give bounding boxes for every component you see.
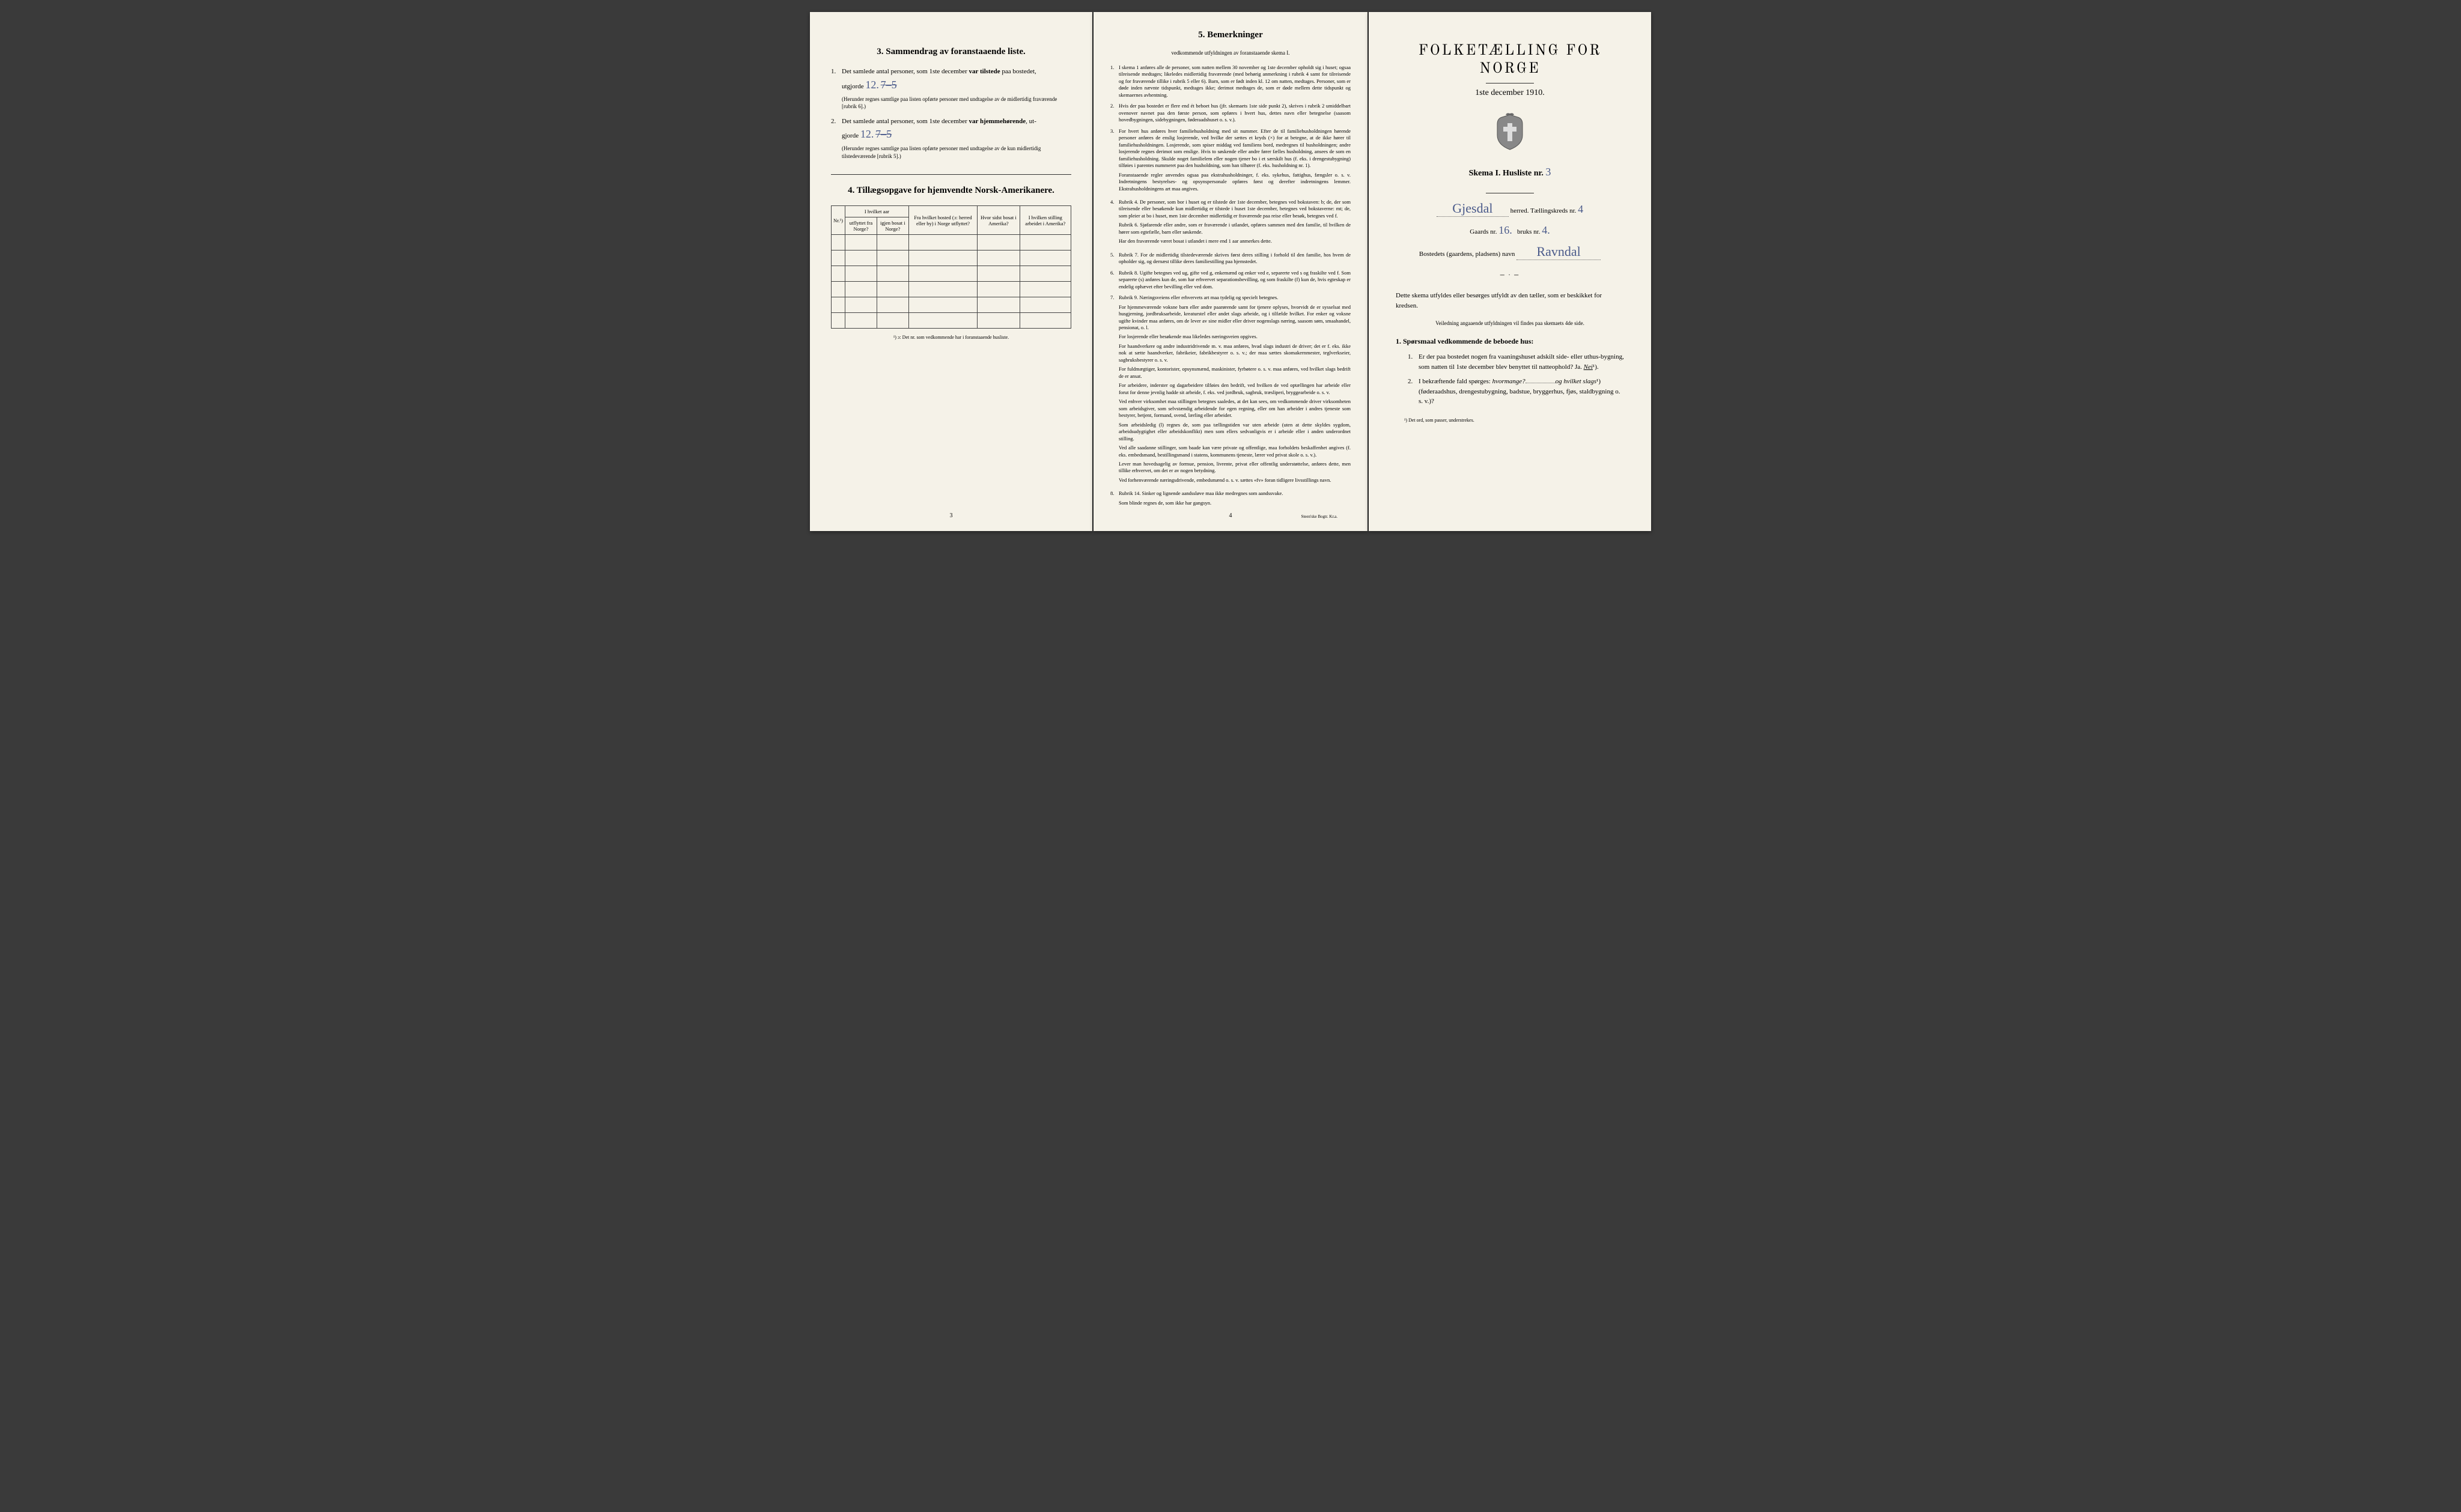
gaards-line: Gaards nr. 16. bruks nr. 4. [1390,224,1630,237]
summary-item-2: 2. Det samlede antal personer, som 1ste … [831,117,1071,160]
answer-nei: Nei [1584,363,1593,371]
col-utflyttet: utflyttet fra Norge? [845,217,877,235]
husliste-nr: 3 [1545,166,1551,178]
table-row [832,297,1071,313]
instruction-sub: Veiledning angaaende utfyldningen vil fi… [1390,320,1630,326]
section-5-heading: 5. Bemerkninger [1110,30,1351,40]
remark-item: 7.Rubrik 9. Næringsveiens eller erhverve… [1110,294,1351,486]
page-number: 3 [810,512,1092,519]
handwritten-struck-1: 7–5 [881,77,897,93]
census-date: 1ste december 1910. [1390,88,1630,98]
instruction-text: Dette skema utfyldes eller besørges utfy… [1396,291,1624,311]
table-row [832,235,1071,250]
remark-item: 2.Hvis der paa bostedet er flere end ét … [1110,103,1351,123]
bruks-nr: 4. [1542,224,1550,237]
remark-item: 6.Rubrik 8. Ugifte betegnes ved ug, gift… [1110,270,1351,290]
remarks-list: 1.I skema 1 anføres alle de personer, so… [1110,64,1351,509]
col-bosted: Fra hvilket bosted (ɔ: herred eller by) … [908,206,977,235]
remark-item: 3.For hvert hus anføres hver familiehush… [1110,128,1351,195]
handwritten-value-2: 12. [860,126,874,142]
supplement-table: Nr.¹) I hvilket aar Fra hvilket bosted (… [831,205,1071,329]
coat-of-arms-icon [1390,112,1630,154]
ornament: ─ · ─ [1390,272,1630,279]
main-title: FOLKETÆLLING FOR NORGE [1390,42,1630,78]
table-row [832,250,1071,266]
footnote-3: ¹) Det ord, som passer, understrekes. [1404,417,1624,423]
kreds-nr: 4 [1578,203,1583,216]
section-4-heading: 4. Tillægsopgave for hjemvendte Norsk-Am… [831,186,1071,196]
printer-imprint: Steen'ske Bogtr. Kr.a. [1301,514,1337,519]
col-stilling: I hvilken stilling arbeidet i Amerika? [1020,206,1071,235]
census-document: 3. Sammendrag av foranstaaende liste. 1.… [810,12,1651,531]
page-title: FOLKETÆLLING FOR NORGE 1ste december 191… [1369,12,1651,531]
bosted-value: Ravndal [1536,244,1580,259]
herred-value: Gjesdal [1452,201,1492,216]
page-4: 5. Bemerkninger vedkommende utfyldningen… [1094,12,1367,531]
herred-line: Gjesdal herred. Tællingskreds nr. 4 [1390,201,1630,217]
table-row [832,313,1071,329]
remark-item: 1.I skema 1 anføres alle de personer, so… [1110,64,1351,99]
col-bosat: igjen bosat i Norge? [877,217,908,235]
table-footnote: ¹) ɔ: Det nr. som vedkommende har i fora… [831,335,1071,340]
section-3-heading: 3. Sammendrag av foranstaaende liste. [831,47,1071,57]
skema-line: Skema I. Husliste nr. 3 [1390,166,1630,178]
handwritten-value-1: 12. [865,77,879,93]
col-nr: Nr.¹) [832,206,845,235]
question-2: 2. I bekræftende fald spørges: hvormange… [1408,377,1624,407]
remark-item: 5.Rubrik 7. For de midlertidig tilstedev… [1110,252,1351,266]
question-heading: 1. Spørsmaal vedkommende de beboede hus: [1396,337,1624,346]
separator [831,174,1071,175]
table-row [832,282,1071,297]
summary-item-1: 1. Det samlede antal personer, som 1ste … [831,67,1071,111]
table-row [832,266,1071,282]
gaards-nr: 16. [1498,224,1512,237]
col-amerika: Hvor sidst bosat i Amerika? [978,206,1020,235]
remark-item: 4.Rubrik 4. De personer, som bor i huset… [1110,199,1351,247]
page-3: 3. Sammendrag av foranstaaende liste. 1.… [810,12,1092,531]
col-year: I hvilket aar [845,206,909,217]
bosted-line: Bostedets (gaardens, pladsens) navn Ravn… [1390,244,1630,260]
handwritten-struck-2: 7–5 [875,126,892,142]
section-5-subheading: vedkommende utfyldningen av foranstaaend… [1110,50,1351,56]
remark-item: 8.Rubrik 14. Sinker og lignende aandsslø… [1110,490,1351,509]
question-1: 1. Er der paa bostedet nogen fra vaaning… [1408,352,1624,372]
